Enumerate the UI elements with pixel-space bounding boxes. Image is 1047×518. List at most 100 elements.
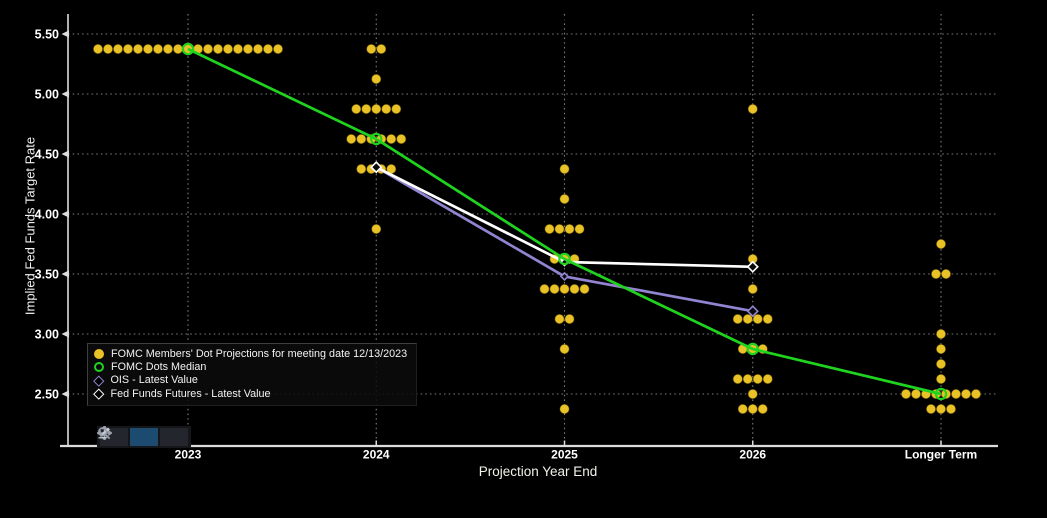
fomc-dot — [762, 373, 773, 384]
ois-diamond-marker — [746, 305, 759, 318]
fomc-dot — [544, 223, 555, 234]
y-tick-label: 5.00 — [35, 87, 59, 101]
y-axis-title: Implied Fed Funds Target Rate — [22, 136, 38, 316]
legend-label: FOMC Dots Median — [111, 361, 207, 374]
y-tick-label: 5.50 — [35, 27, 59, 41]
fomc-dot — [361, 104, 372, 115]
fomc-dot — [971, 388, 982, 399]
futures-diamond-marker — [370, 161, 383, 174]
fomc-dot — [539, 283, 550, 294]
y-tick-label: 2.50 — [35, 387, 59, 401]
fomc-dot — [559, 163, 570, 174]
fomc-dot — [951, 388, 962, 399]
draw-tool-button[interactable] — [98, 427, 158, 446]
fomc-dot — [93, 44, 104, 55]
fomc-dot — [351, 104, 362, 115]
median-marker — [934, 387, 948, 401]
fomc-dot — [732, 373, 743, 384]
fomc-dot — [242, 44, 253, 55]
median-marker — [370, 132, 383, 146]
x-tick-label: 2025 — [551, 448, 578, 462]
legend-item[interactable]: FOMC Members' Dot Projections for meetin… — [94, 347, 410, 360]
fomc-dot — [752, 373, 763, 384]
fomc-dot — [172, 44, 183, 55]
fomc-dot — [559, 403, 570, 414]
ois-diamond-marker — [559, 271, 570, 282]
y-tick-label: 3.50 — [35, 267, 59, 281]
fomc-dot — [941, 268, 952, 279]
fomc-dot — [742, 313, 753, 324]
fomc-dot — [554, 223, 565, 234]
legend-label: OIS - Latest Value — [110, 374, 198, 387]
open-circle-icon — [94, 362, 104, 373]
fomc-dot — [549, 283, 560, 294]
fomc-dot — [162, 44, 173, 55]
fomc-dot — [732, 313, 743, 324]
fomc-dot — [142, 44, 153, 55]
x-tick-label: Longer Term — [905, 448, 977, 462]
fomc-dot — [386, 133, 397, 144]
fomc-dot — [936, 373, 947, 384]
y-tick-label: 4.00 — [35, 207, 59, 221]
y-tick-label: 3.00 — [35, 327, 59, 341]
fomc-dot — [737, 403, 748, 414]
fomc-dot — [911, 388, 922, 399]
fomc-dot — [152, 44, 163, 55]
fomc-dot — [901, 388, 912, 399]
legend-item[interactable]: Fed Funds Futures - Latest Value — [93, 387, 410, 400]
y-tick-arrow — [61, 330, 69, 338]
filled-circle-icon — [94, 348, 104, 359]
fomc-dot — [559, 193, 570, 204]
legend: FOMC Members' Dot Projections for meetin… — [87, 343, 417, 406]
legend-label: Fed Funds Futures - Latest Value — [110, 387, 271, 400]
fomc-dot — [579, 283, 590, 294]
zoom-tool-button[interactable] — [98, 427, 188, 446]
open-diamond-icon — [93, 388, 105, 400]
x-tick-label: 2026 — [739, 448, 766, 462]
fomc-dot — [272, 44, 283, 55]
fomc-dot — [262, 44, 273, 55]
fomc-dot — [391, 104, 402, 115]
fomc-dot — [936, 343, 947, 354]
fomc-dot — [936, 403, 947, 414]
fomc-dot — [396, 133, 407, 144]
fomc-dot — [222, 44, 233, 55]
fomc-dot — [569, 283, 580, 294]
fomc-dot — [212, 44, 223, 55]
y-tick-arrow — [61, 270, 69, 278]
y-tick-arrow — [61, 150, 69, 158]
fomc-dot — [381, 104, 392, 115]
fomc-dot — [371, 104, 382, 115]
legend-item[interactable]: OIS - Latest Value — [93, 374, 410, 387]
y-tick-arrow — [61, 30, 69, 38]
y-tick-label: 4.50 — [35, 147, 59, 161]
fomc-dot — [757, 403, 768, 414]
legend-item[interactable]: FOMC Dots Median — [94, 360, 410, 373]
fomc-dot — [366, 44, 377, 55]
futures-diamond-marker — [746, 260, 759, 273]
chart-toolbar — [97, 426, 191, 448]
median-marker — [558, 252, 571, 266]
fomc-dot — [356, 163, 367, 174]
fomc-dot — [559, 343, 570, 354]
chart-title: Implied Fed Funds Target Rate — [414, 16, 652, 33]
fomc-dot — [936, 358, 947, 369]
median-line — [187, 47, 942, 396]
fomc-dot — [762, 313, 773, 324]
fomc-dot — [747, 283, 758, 294]
fomc-dot — [936, 238, 947, 249]
fomc-dot — [356, 133, 367, 144]
fomc-dot — [346, 133, 357, 144]
open-diamond-icon — [93, 375, 105, 386]
median-marker — [746, 342, 759, 356]
legend-label: FOMC Members' Dot Projections for meetin… — [111, 347, 408, 360]
fomc-dot — [936, 328, 947, 339]
fomc-dot — [103, 44, 114, 55]
fomc-dot — [202, 44, 213, 55]
fomc-dot — [252, 44, 263, 55]
fomc-dot — [113, 44, 124, 55]
y-tick-arrow — [61, 90, 69, 98]
fomc-dot — [371, 223, 382, 234]
